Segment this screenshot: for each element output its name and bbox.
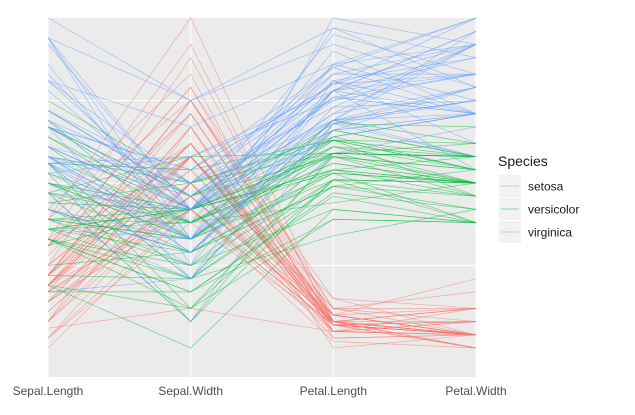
line-versicolor-29	[47, 209, 477, 266]
x-axis-label-Petal.Width: Petal.Width	[445, 384, 506, 398]
x-axis-labels: Sepal.Length Sepal.Width Petal.Length Petal…	[13, 384, 507, 398]
line-virginica-19	[47, 123, 477, 323]
line-versicolor-39	[47, 179, 477, 280]
line-setosa-37	[47, 126, 477, 349]
line-versicolor-48	[47, 209, 477, 280]
line-virginica-42	[47, 100, 477, 253]
line-versicolor-25	[47, 136, 477, 210]
line-versicolor-37	[47, 156, 477, 309]
line-virginica-9	[47, 17, 477, 128]
line-virginica-47	[47, 86, 477, 210]
line-virginica-38	[47, 113, 477, 210]
legend-label-setosa: setosa	[528, 180, 564, 194]
x-axis-label-Sepal.Width: Sepal.Width	[158, 384, 223, 398]
line-virginica-31	[47, 17, 477, 101]
line-setosa-46	[47, 99, 477, 336]
line-setosa-34	[47, 195, 477, 349]
line-virginica-35	[47, 37, 477, 210]
legend-label-virginica: virginica	[528, 226, 572, 240]
legend-label-versicolor: versicolor	[528, 203, 579, 217]
x-axis-label-Sepal.Length: Sepal.Length	[13, 384, 84, 398]
legend: Species setosa versicolor virginica	[498, 153, 579, 243]
line-setosa-48	[47, 113, 477, 336]
line-virginica-41	[47, 44, 477, 197]
line-setosa-41	[47, 308, 477, 332]
line-virginica-25	[47, 67, 477, 184]
legend-title: Species	[498, 153, 548, 169]
line-virginica-17	[47, 27, 477, 101]
data-lines	[47, 17, 477, 349]
line-virginica-46	[47, 100, 477, 280]
line-versicolor-34	[47, 152, 477, 247]
line-versicolor-45	[47, 169, 477, 220]
line-virginica-40	[47, 30, 477, 197]
line-versicolor-31	[47, 195, 477, 293]
line-virginica-48	[47, 44, 477, 174]
line-virginica-21	[47, 86, 477, 240]
line-virginica-3	[47, 90, 477, 224]
line-virginica-34	[47, 90, 477, 266]
line-virginica-44	[47, 17, 477, 171]
line-virginica-49	[47, 113, 477, 210]
line-virginica-27	[47, 113, 477, 210]
line-setosa-13	[47, 208, 477, 349]
x-axis-label-Petal.Length: Petal.Length	[300, 384, 367, 398]
line-virginica-22	[47, 27, 477, 240]
line-setosa-45	[47, 208, 477, 326]
line-versicolor-43	[47, 218, 477, 309]
line-versicolor-49	[47, 172, 477, 240]
line-virginica-37	[47, 96, 477, 197]
